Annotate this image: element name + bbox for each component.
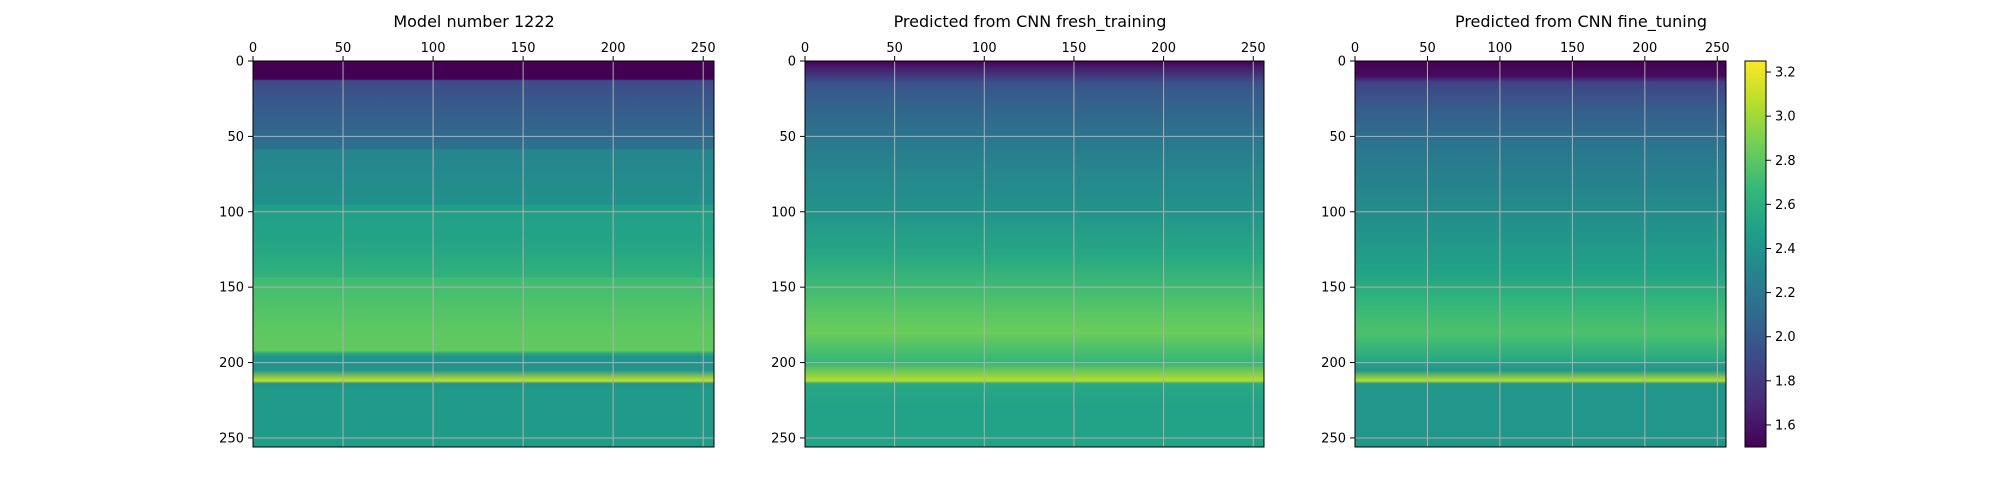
- heatmap-fill: [253, 61, 714, 447]
- panel-2-y-ticks: 0 50 100 150 200 250: [771, 55, 805, 446]
- x-tick-label: 100: [972, 41, 997, 56]
- panel-3-title: Predicted from CNN fine_tuning: [1455, 12, 1707, 32]
- x-tick-label: 150: [1560, 41, 1585, 56]
- x-tick-label: 200: [1632, 41, 1657, 56]
- colorbar-tick-label: 3.2: [1775, 66, 1796, 81]
- x-tick-label: 0: [1351, 41, 1359, 56]
- y-tick-label: 100: [1321, 205, 1346, 220]
- panel-3-y-ticks: 0 50 100 150 200 250: [1321, 55, 1355, 446]
- y-tick-label: 250: [1321, 431, 1346, 446]
- colorbar-tick-label: 2.2: [1775, 286, 1796, 301]
- y-tick-label: 50: [779, 130, 796, 145]
- y-tick-label: 100: [771, 205, 796, 220]
- y-tick-label: 50: [227, 130, 244, 145]
- x-tick-label: 50: [886, 41, 903, 56]
- panel-1-title: Model number 1222: [393, 12, 554, 31]
- panel-3-grid: [1354, 60, 1726, 447]
- x-tick-label: 250: [1241, 41, 1266, 56]
- panel-3: Predicted from CNN fine_tuning 0 50 100 150…: [1321, 12, 1730, 448]
- y-tick-label: 150: [771, 281, 796, 296]
- x-tick-label: 0: [801, 41, 809, 56]
- y-tick-label: 0: [236, 55, 244, 70]
- panel-2-heatmap: [805, 61, 1264, 447]
- x-tick-label: 250: [1705, 41, 1730, 56]
- colorbar-gradient: [1744, 60, 1767, 448]
- y-tick-label: 250: [219, 431, 244, 446]
- x-tick-label: 200: [1151, 41, 1176, 56]
- colorbar: 1.6 1.8 2.0 2.2 2.4 2.6 2.8 3.0 3.2: [1744, 60, 1796, 448]
- x-tick-label: 200: [601, 41, 626, 56]
- panel-1-frame: [252, 60, 715, 448]
- panel-2-x-ticks: 0 50 100 150 200 250: [801, 41, 1266, 61]
- panel-2: Predicted from CNN fresh_training 0 50 100…: [771, 12, 1266, 448]
- colorbar-tick-label: 1.8: [1775, 374, 1796, 389]
- colorbar-tick-label: 2.0: [1775, 330, 1796, 345]
- colorbar-tick-label: 1.6: [1775, 418, 1796, 433]
- panel-3-heatmap: [1355, 61, 1726, 447]
- panel-1-y-ticks: 0 50 100 150 200 250: [219, 55, 253, 446]
- heatmap-fill: [805, 61, 1264, 447]
- y-tick-label: 0: [788, 55, 796, 70]
- colorbar-tick-label: 2.6: [1775, 198, 1796, 213]
- colorbar-tick-label: 3.0: [1775, 110, 1796, 125]
- y-tick-label: 250: [771, 431, 796, 446]
- x-tick-label: 0: [249, 41, 257, 56]
- x-tick-label: 150: [1062, 41, 1087, 56]
- y-tick-label: 200: [1321, 356, 1346, 371]
- panel-2-title: Predicted from CNN fresh_training: [894, 12, 1167, 32]
- y-tick-label: 200: [219, 356, 244, 371]
- panel-3-frame: [1354, 60, 1727, 448]
- x-tick-label: 250: [691, 41, 716, 56]
- y-tick-label: 150: [1321, 281, 1346, 296]
- y-tick-label: 150: [219, 281, 244, 296]
- y-tick-label: 200: [771, 356, 796, 371]
- colorbar-tick-label: 2.8: [1775, 154, 1796, 169]
- panel-2-frame: [804, 60, 1265, 448]
- x-tick-label: 100: [1488, 41, 1513, 56]
- panel-1-x-ticks: 0 50 100 150 200 250: [249, 41, 716, 61]
- colorbar-ticks: 1.6 1.8 2.0 2.2 2.4 2.6 2.8 3.0 3.2: [1766, 66, 1796, 433]
- y-tick-label: 100: [219, 205, 244, 220]
- panel-1: Model number 1222 0 50 100 150 200 250 0 50 100…: [219, 12, 716, 448]
- x-tick-label: 50: [335, 41, 352, 56]
- x-tick-label: 150: [511, 41, 536, 56]
- panel-3-x-ticks: 0 50 100 150 200 250: [1351, 41, 1730, 61]
- heatmap-fill: [1355, 61, 1726, 447]
- panel-1-heatmap: [253, 61, 714, 447]
- x-tick-label: 100: [421, 41, 446, 56]
- colorbar-tick-label: 2.4: [1775, 242, 1796, 257]
- x-tick-label: 50: [1419, 41, 1436, 56]
- y-tick-label: 50: [1329, 130, 1346, 145]
- y-tick-label: 0: [1338, 55, 1346, 70]
